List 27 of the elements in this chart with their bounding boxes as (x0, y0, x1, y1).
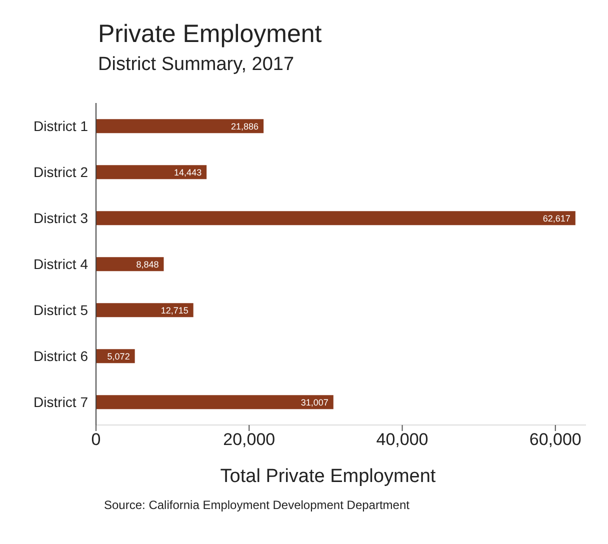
data-label: 31,007 (300, 397, 328, 408)
x-tick-label: 0 (91, 430, 101, 450)
data-label: 5,072 (107, 351, 130, 362)
data-label: 62,617 (542, 213, 570, 224)
x-tick-label: 20,000 (223, 430, 276, 450)
source-note: Source: California Employment Development Department (104, 498, 410, 512)
data-label: 14,443 (174, 167, 202, 178)
x-tick-label: 60,000 (529, 430, 582, 450)
bar (96, 165, 207, 180)
y-tick-label: District 4 (34, 256, 88, 272)
x-axis-title: Total Private Employment (219, 466, 437, 488)
bar (96, 211, 576, 226)
bar (96, 119, 264, 134)
chart-title: Private Employment (98, 20, 322, 49)
data-label: 8,848 (136, 259, 159, 270)
y-tick-label: District 2 (34, 164, 88, 180)
data-label: 12,715 (160, 305, 188, 316)
bar (96, 303, 194, 318)
y-tick-label: District 7 (34, 394, 88, 410)
y-tick-label: District 5 (34, 302, 88, 318)
chart-subtitle: District Summary, 2017 (98, 54, 294, 76)
y-tick-label: District 3 (34, 210, 88, 226)
y-tick-label: District 1 (34, 118, 88, 134)
data-label: 21,886 (231, 121, 259, 132)
bar (96, 395, 334, 410)
x-tick-label: 40,000 (376, 430, 428, 450)
y-tick-label: District 6 (34, 348, 88, 364)
